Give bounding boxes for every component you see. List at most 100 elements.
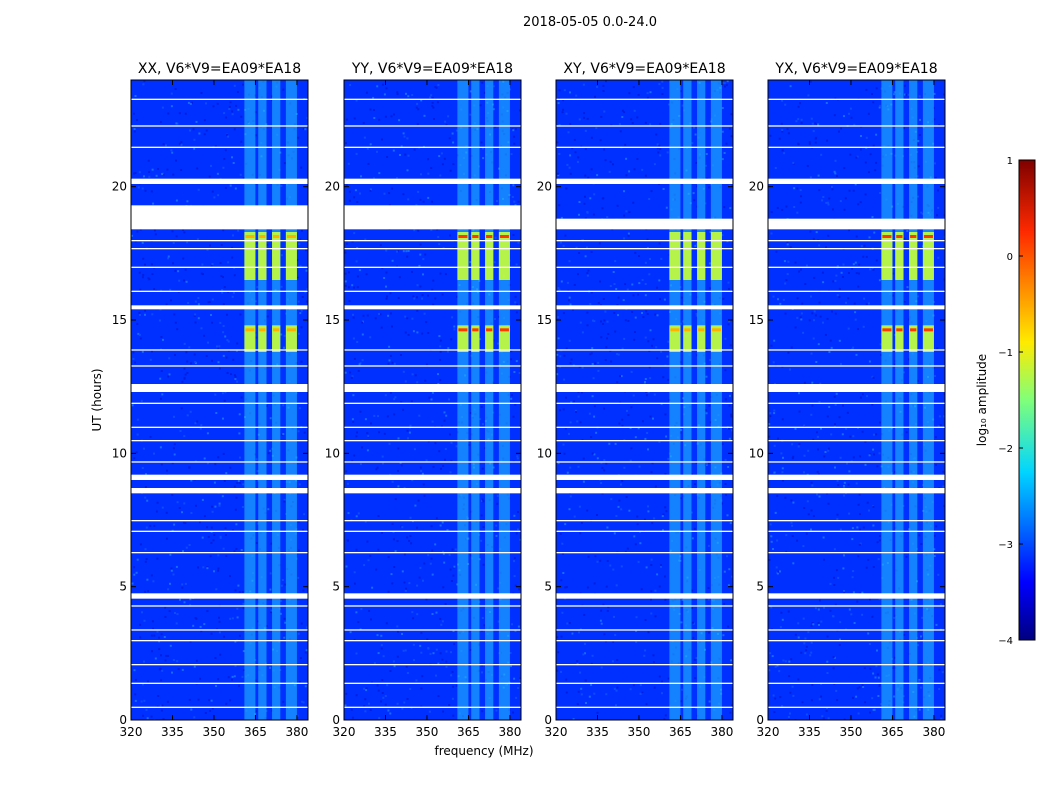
heatmap-body <box>344 80 521 720</box>
bright-event-1-3 <box>498 232 510 280</box>
panel-1: 320 335 350 365 380 0 5 10 15 20 YY, V6*V9=EA09*EA… <box>325 61 522 739</box>
flag-line-8 <box>344 520 521 522</box>
flag-line-17 <box>768 248 945 250</box>
flag-line-17 <box>556 248 733 250</box>
bright-event-1-3 <box>922 232 934 280</box>
panel-title: XY, V6*V9=EA09*EA18 <box>563 61 725 77</box>
flagged-row-3 <box>344 384 521 392</box>
flag-line-6 <box>131 552 308 554</box>
flagged-row-2 <box>344 474 521 480</box>
hot-spot-0-1 <box>259 328 266 332</box>
flag-line-17 <box>344 248 521 250</box>
hot-spot-0-2 <box>910 328 917 332</box>
flag-line-12 <box>556 402 733 404</box>
rfi-band-2 <box>485 80 494 720</box>
y-tick-label: 15 <box>537 313 552 327</box>
flagged-row-2 <box>556 474 733 480</box>
flag-line-14 <box>556 349 733 351</box>
colorbar-tick-label: −4 <box>998 636 1013 647</box>
flag-line-14 <box>131 349 308 351</box>
x-tick-label: 335 <box>161 725 184 739</box>
flag-line-10 <box>556 440 733 442</box>
bright-event-1-2 <box>272 232 281 280</box>
axes-frame <box>767 79 946 721</box>
rfi-band-1 <box>895 80 904 720</box>
hot-spot-1-0 <box>882 235 892 238</box>
flagged-row-4 <box>768 305 945 310</box>
x-tick-label: 365 <box>457 725 480 739</box>
heatmap-body <box>556 80 733 720</box>
rfi-band-3 <box>710 80 722 720</box>
panel-title: YX, V6*V9=EA09*EA18 <box>774 61 937 77</box>
flag-line-13 <box>131 365 308 367</box>
y-tick-label: 0 <box>119 713 127 727</box>
flag-line-10 <box>344 440 521 442</box>
hot-spot-1-1 <box>472 235 479 238</box>
bright-event-0-1 <box>258 325 267 352</box>
y-tick-label: 10 <box>537 446 552 460</box>
rfi-band-0 <box>669 80 681 720</box>
flag-line-16 <box>768 266 945 268</box>
y-tick-label: 5 <box>756 580 764 594</box>
flag-line-10 <box>131 440 308 442</box>
y-tick-label: 15 <box>325 313 340 327</box>
flag-line-5 <box>344 605 521 607</box>
flagged-row-4 <box>344 305 521 310</box>
y-tick-label: 0 <box>332 713 340 727</box>
flag-line-7 <box>344 530 521 532</box>
flagged-row-4 <box>556 305 733 310</box>
flag-line-14 <box>768 349 945 351</box>
rfi-band-1 <box>683 80 692 720</box>
hot-spot-1-0 <box>458 235 468 238</box>
flag-line-6 <box>556 552 733 554</box>
hot-spot-1-2 <box>486 235 493 238</box>
flag-line-7 <box>556 530 733 532</box>
y-axis-label: UT (hours) <box>90 368 104 431</box>
flagged-row-0 <box>344 593 521 599</box>
flag-line-20 <box>344 125 521 127</box>
hot-spot-0-2 <box>486 328 493 332</box>
flag-line-17 <box>131 248 308 250</box>
y-tick-label: 10 <box>749 446 764 460</box>
flag-line-0 <box>131 706 308 708</box>
bright-event-0-0 <box>244 325 256 352</box>
flag-line-18 <box>768 240 945 242</box>
hot-spot-0-0 <box>670 328 680 332</box>
flagged-row-0 <box>556 593 733 599</box>
flag-line-3 <box>131 640 308 642</box>
flag-line-13 <box>768 365 945 367</box>
colorbar-tick-label: 0 <box>1007 252 1013 263</box>
bright-event-1-3 <box>285 232 297 280</box>
flag-line-20 <box>131 125 308 127</box>
x-tick-label: 380 <box>285 725 308 739</box>
bright-event-1-0 <box>881 232 893 280</box>
flag-line-19 <box>768 146 945 148</box>
bright-event-0-3 <box>922 325 934 352</box>
flag-line-4 <box>556 629 733 631</box>
bright-event-0-3 <box>710 325 722 352</box>
x-tick-label: 320 <box>545 725 568 739</box>
flag-line-21 <box>344 98 521 100</box>
bright-event-0-1 <box>471 325 480 352</box>
x-tick-label: 365 <box>244 725 267 739</box>
flag-line-7 <box>131 530 308 532</box>
flag-line-12 <box>344 402 521 404</box>
flag-line-3 <box>768 640 945 642</box>
hot-spot-1-2 <box>910 235 917 238</box>
flag-line-19 <box>131 146 308 148</box>
flag-line-9 <box>556 461 733 463</box>
hot-spot-0-2 <box>698 328 705 332</box>
bright-event-0-3 <box>285 325 297 352</box>
flag-line-21 <box>131 98 308 100</box>
flag-line-9 <box>131 461 308 463</box>
bright-event-1-0 <box>457 232 469 280</box>
x-tick-label: 350 <box>840 725 863 739</box>
flagged-row-1 <box>344 488 521 494</box>
flag-line-3 <box>556 640 733 642</box>
flag-line-21 <box>768 98 945 100</box>
bright-event-0-3 <box>498 325 510 352</box>
y-tick-label: 20 <box>325 180 340 194</box>
axes-frame <box>130 79 309 721</box>
bright-event-0-0 <box>457 325 469 352</box>
